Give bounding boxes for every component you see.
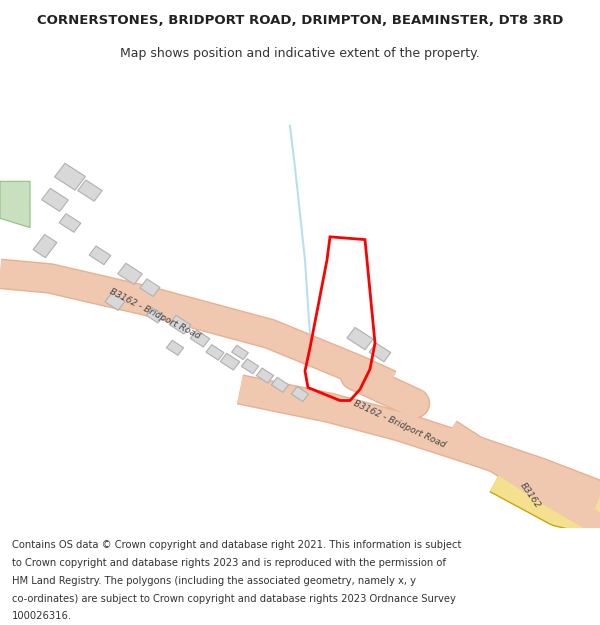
Polygon shape xyxy=(292,386,308,401)
Polygon shape xyxy=(33,234,57,258)
Text: 100026316.: 100026316. xyxy=(12,611,72,621)
Polygon shape xyxy=(89,246,111,264)
Text: co-ordinates) are subject to Crown copyright and database rights 2023 Ordnance S: co-ordinates) are subject to Crown copyr… xyxy=(12,594,456,604)
Polygon shape xyxy=(271,378,289,392)
Polygon shape xyxy=(256,368,274,383)
Polygon shape xyxy=(220,353,240,370)
Polygon shape xyxy=(55,163,85,190)
Text: HM Land Registry. The polygons (including the associated geometry, namely x, y: HM Land Registry. The polygons (includin… xyxy=(12,576,416,586)
Polygon shape xyxy=(118,263,142,284)
Polygon shape xyxy=(59,214,81,232)
Text: CORNERSTONES, BRIDPORT ROAD, DRIMPTON, BEAMINSTER, DT8 3RD: CORNERSTONES, BRIDPORT ROAD, DRIMPTON, B… xyxy=(37,14,563,28)
Polygon shape xyxy=(169,316,191,334)
Text: Map shows position and indicative extent of the property.: Map shows position and indicative extent… xyxy=(120,48,480,61)
Text: Contains OS data © Crown copyright and database right 2021. This information is : Contains OS data © Crown copyright and d… xyxy=(12,540,461,550)
Polygon shape xyxy=(206,344,224,360)
Polygon shape xyxy=(232,345,248,359)
Text: B3162 - Bridport Road: B3162 - Bridport Road xyxy=(108,287,202,341)
Polygon shape xyxy=(190,330,210,347)
Polygon shape xyxy=(0,181,30,228)
Text: to Crown copyright and database rights 2023 and is reproduced with the permissio: to Crown copyright and database rights 2… xyxy=(12,558,446,568)
Polygon shape xyxy=(369,343,391,362)
Polygon shape xyxy=(241,359,259,374)
Text: B3162 - Bridport Road: B3162 - Bridport Road xyxy=(352,399,448,450)
Polygon shape xyxy=(140,279,160,296)
Polygon shape xyxy=(78,180,102,201)
Text: B3162: B3162 xyxy=(518,481,542,510)
Polygon shape xyxy=(166,340,184,355)
Polygon shape xyxy=(347,328,373,350)
Polygon shape xyxy=(146,308,164,323)
Polygon shape xyxy=(41,188,68,211)
Polygon shape xyxy=(105,292,125,311)
